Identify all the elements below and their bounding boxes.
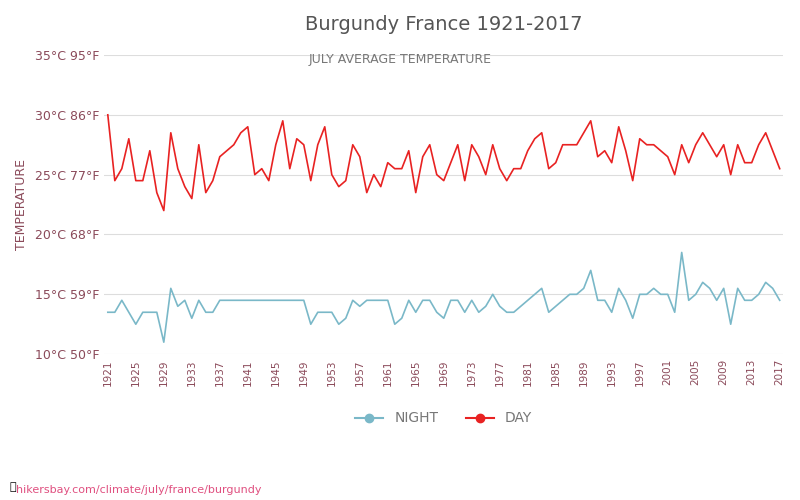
Y-axis label: TEMPERATURE: TEMPERATURE: [15, 159, 28, 250]
Title: Burgundy France 1921-2017: Burgundy France 1921-2017: [305, 15, 582, 34]
Text: JULY AVERAGE TEMPERATURE: JULY AVERAGE TEMPERATURE: [309, 52, 491, 66]
Text: 📍: 📍: [10, 482, 16, 492]
Text: hikersbay.com/climate/july/france/burgundy: hikersbay.com/climate/july/france/burgun…: [16, 485, 262, 495]
Legend: NIGHT, DAY: NIGHT, DAY: [350, 406, 538, 431]
